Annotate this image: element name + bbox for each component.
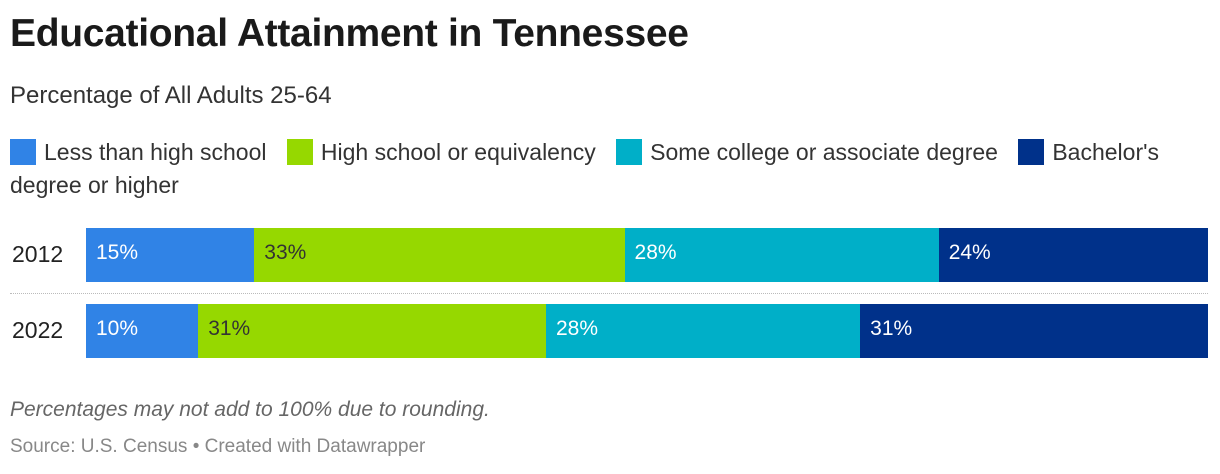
data-label: 31% bbox=[208, 317, 251, 340]
row-label: 2012 bbox=[12, 241, 64, 267]
row-divider bbox=[10, 293, 1208, 294]
stacked-bar: 10% 31% 28% 31% bbox=[86, 304, 1208, 358]
legend-item-less-than-high-school: Less than high school bbox=[10, 139, 267, 165]
data-label: 28% bbox=[634, 241, 677, 264]
data-label: 24% bbox=[948, 241, 991, 264]
bar-segment: 15% bbox=[86, 228, 255, 282]
bar-row-2012: 2012 15% 33% 28% 24% bbox=[0, 228, 1220, 282]
bar-segment: 10% bbox=[86, 304, 199, 358]
legend-swatch bbox=[10, 139, 36, 165]
legend: Less than high school High school or equ… bbox=[10, 136, 1210, 202]
legend-swatch bbox=[286, 139, 313, 165]
stacked-bar: 15% 33% 28% 24% bbox=[86, 228, 1208, 282]
legend-swatch bbox=[616, 139, 643, 165]
bar-segment: 28% bbox=[624, 228, 939, 282]
data-label: 31% bbox=[870, 317, 913, 340]
legend-label: Some college or associate degree bbox=[650, 139, 998, 165]
chart-subtitle: Percentage of All Adults 25-64 bbox=[10, 82, 332, 109]
data-label: 10% bbox=[96, 317, 139, 340]
bar-segment: 28% bbox=[546, 304, 861, 358]
bar-segment: 24% bbox=[938, 228, 1208, 282]
bar-row-2022: 2022 10% 31% 28% 31% bbox=[0, 304, 1220, 358]
row-label: 2022 bbox=[12, 317, 64, 343]
legend-item-some-college: Some college or associate degree bbox=[616, 139, 998, 165]
bar-segment: 31% bbox=[198, 304, 546, 358]
data-label: 15% bbox=[96, 241, 139, 264]
legend-label: Less than high school bbox=[44, 139, 267, 165]
data-label: 28% bbox=[556, 317, 599, 340]
bar-segment: 31% bbox=[860, 304, 1208, 358]
bar-segment: 33% bbox=[254, 228, 625, 282]
legend-item-bachelors: Bachelor's degree or higher bbox=[10, 139, 1159, 198]
legend-label: Bachelor's degree or higher bbox=[10, 139, 1159, 198]
chart-title: Educational Attainment in Tennessee bbox=[10, 12, 689, 55]
legend-item-high-school: High school or equivalency bbox=[286, 139, 596, 165]
data-label: 33% bbox=[264, 241, 307, 264]
legend-label: High school or equivalency bbox=[320, 139, 596, 165]
chart-note: Percentages may not add to 100% due to r… bbox=[10, 398, 490, 421]
chart-source: Source: U.S. Census • Created with Dataw… bbox=[10, 436, 426, 457]
legend-swatch bbox=[1018, 139, 1045, 165]
